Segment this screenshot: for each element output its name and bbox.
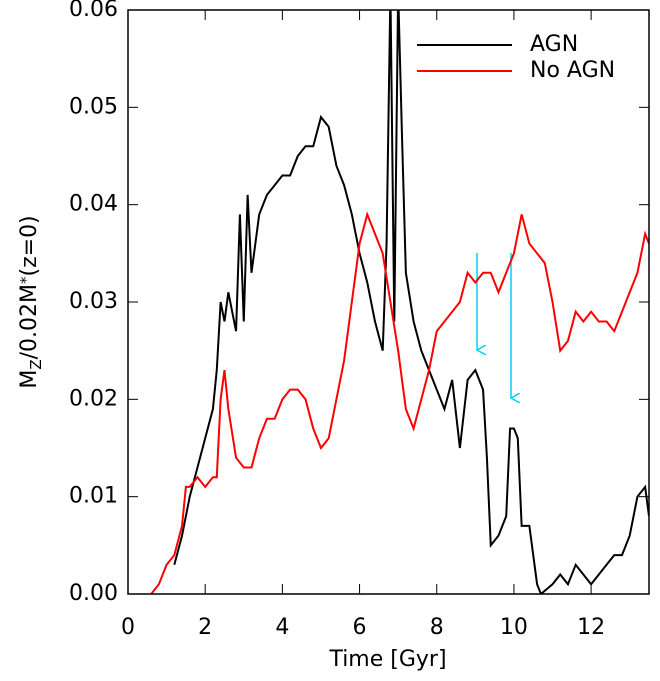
- data-line: [150, 211, 649, 594]
- plot-frame: [127, 9, 650, 595]
- y-tick-label: 0.02: [69, 386, 118, 411]
- data-line: [173, 10, 649, 594]
- x-tick-label: 8: [430, 615, 444, 640]
- x-tick-label: 0: [121, 615, 135, 640]
- legend-label: AGN: [530, 32, 578, 57]
- y-tick-label: 0.00: [69, 581, 118, 606]
- x-tick-label: 2: [198, 615, 212, 640]
- y-tick-label: 0.03: [69, 289, 118, 314]
- x-tick-label: 10: [500, 615, 528, 640]
- x-tick-label: 6: [353, 615, 367, 640]
- y-tick-label: 0.06: [69, 0, 118, 22]
- x-tick-label: 12: [577, 615, 605, 640]
- plot-area: [150, 10, 649, 594]
- x-axis-label: Time [Gyr]: [328, 647, 446, 672]
- y-axis-label: MZ/0.02M*(z=0): [17, 215, 45, 388]
- x-tick-label: 4: [275, 615, 289, 640]
- y-tick-label: 0.01: [69, 484, 118, 509]
- y-tick-label: 0.05: [69, 94, 118, 119]
- y-tick-label: 0.04: [69, 192, 118, 217]
- legend-label: No AGN: [530, 58, 615, 83]
